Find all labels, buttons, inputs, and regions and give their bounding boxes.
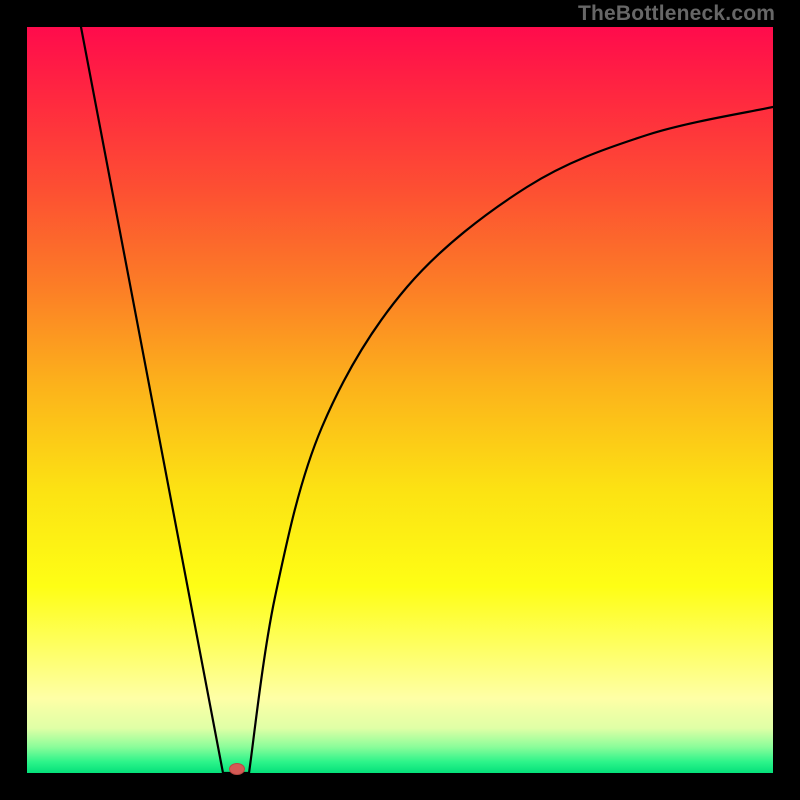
optimum-marker <box>229 763 245 775</box>
attribution-text: TheBottleneck.com <box>578 2 775 26</box>
chart-stage: TheBottleneck.com <box>0 0 800 800</box>
bottleneck-curve <box>81 27 773 773</box>
curve-layer <box>27 27 773 773</box>
plot-area <box>27 27 773 773</box>
